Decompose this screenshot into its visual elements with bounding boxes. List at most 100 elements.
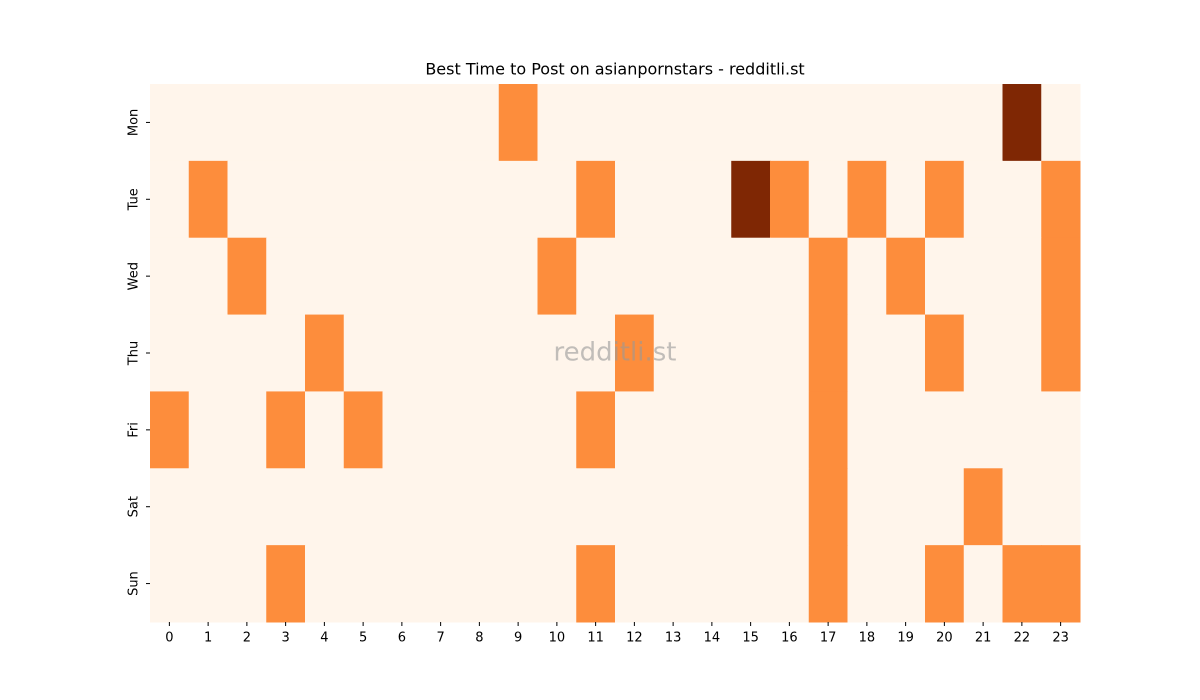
heatmap-cell xyxy=(188,391,228,469)
heatmap-cell xyxy=(692,391,732,469)
heatmap-cell xyxy=(498,237,538,316)
heatmap-cell xyxy=(925,391,965,469)
heatmap-cell xyxy=(653,314,693,392)
heatmap-cell xyxy=(537,391,577,469)
heatmap-cell xyxy=(498,468,538,546)
heatmap-cell xyxy=(963,391,1003,469)
heatmap-cell xyxy=(731,545,771,623)
y-tick-label: Sun xyxy=(127,571,142,596)
heatmap-cell xyxy=(576,237,616,316)
heatmap-cell xyxy=(847,84,887,162)
heatmap-cell xyxy=(266,160,306,239)
heatmap-cell xyxy=(382,545,422,623)
heatmap-cell xyxy=(770,391,810,469)
heatmap-cell xyxy=(808,84,848,162)
heatmap-cell xyxy=(460,468,500,546)
heatmap-cell xyxy=(188,314,228,392)
heatmap-cell xyxy=(615,314,655,392)
x-tick-label: 15 xyxy=(742,631,759,646)
heatmap-cell xyxy=(731,468,771,546)
heatmap-cell xyxy=(770,314,810,392)
heatmap-cell xyxy=(498,545,538,623)
heatmap-cell xyxy=(227,237,267,316)
heatmap-cell xyxy=(498,391,538,469)
heatmap-cell xyxy=(1041,237,1081,316)
heatmap-cell xyxy=(150,237,190,316)
heatmap-cell xyxy=(1041,391,1081,469)
heatmap-cell xyxy=(886,314,926,392)
x-tick-label: 2 xyxy=(243,631,251,646)
heatmap-cell xyxy=(963,237,1003,316)
heatmap-cell xyxy=(692,84,732,162)
heatmap-cell xyxy=(537,545,577,623)
heatmap-cell xyxy=(305,84,345,162)
heatmap-cell xyxy=(382,391,422,469)
heatmap-cell xyxy=(692,468,732,546)
heatmap-cell xyxy=(188,160,228,239)
x-tick-label: 5 xyxy=(359,631,367,646)
x-tick-label: 20 xyxy=(936,631,953,646)
heatmap-cell xyxy=(808,545,848,623)
x-tick-label: 6 xyxy=(398,631,406,646)
x-tick-label: 22 xyxy=(1014,631,1031,646)
x-tick-label: 0 xyxy=(165,631,173,646)
heatmap-cell xyxy=(925,160,965,239)
heatmap-cell xyxy=(847,160,887,239)
heatmap-cell xyxy=(460,314,500,392)
x-tick-label: 14 xyxy=(704,631,721,646)
heatmap-cell xyxy=(770,545,810,623)
heatmap-cell xyxy=(227,84,267,162)
heatmap-cell xyxy=(653,84,693,162)
heatmap-cell xyxy=(227,160,267,239)
heatmap-cell xyxy=(1002,545,1042,623)
heatmap-cell xyxy=(188,545,228,623)
heatmap-cell xyxy=(150,160,190,239)
heatmap-cell xyxy=(343,468,383,546)
heatmap-cell xyxy=(615,84,655,162)
heatmap-cell xyxy=(266,468,306,546)
x-tick-label: 18 xyxy=(859,631,876,646)
y-tick-label: Thu xyxy=(127,341,142,366)
heatmap-cell xyxy=(963,160,1003,239)
heatmap-cell xyxy=(188,84,228,162)
heatmap-cell xyxy=(421,468,461,546)
heatmap-cell xyxy=(188,237,228,316)
y-tick-label: Wed xyxy=(127,262,142,290)
heatmap-cell xyxy=(343,314,383,392)
heatmap-cell xyxy=(150,84,190,162)
heatmap-cell xyxy=(150,545,190,623)
heatmap-cell xyxy=(460,237,500,316)
heatmap-cell xyxy=(382,84,422,162)
heatmap-cell xyxy=(770,468,810,546)
x-tick-label: 21 xyxy=(975,631,992,646)
heatmap-cell xyxy=(188,468,228,546)
heatmap-cell xyxy=(731,314,771,392)
heatmap-cell xyxy=(343,84,383,162)
heatmap-cell xyxy=(808,314,848,392)
heatmap-cell xyxy=(498,160,538,239)
heatmap-cell xyxy=(421,237,461,316)
heatmap-cell xyxy=(227,468,267,546)
heatmap-cell xyxy=(1041,160,1081,239)
y-tick-label: Tue xyxy=(127,188,142,211)
heatmap-cell xyxy=(305,391,345,469)
heatmap-cell xyxy=(1002,84,1042,162)
heatmap-cell xyxy=(1002,237,1042,316)
heatmap-cell xyxy=(460,84,500,162)
x-tick-label: 12 xyxy=(626,631,643,646)
heatmap-cell xyxy=(653,468,693,546)
heatmap-cell xyxy=(1002,391,1042,469)
x-tick-label: 17 xyxy=(820,631,837,646)
heatmap-cell xyxy=(770,84,810,162)
x-tick-label: 11 xyxy=(587,631,604,646)
heatmap-cell xyxy=(653,545,693,623)
heatmap-cell xyxy=(343,160,383,239)
heatmap-cell xyxy=(615,545,655,623)
heatmap-cell xyxy=(615,468,655,546)
heatmap-cell xyxy=(886,391,926,469)
x-tick-label: 1 xyxy=(204,631,212,646)
heatmap-cell xyxy=(382,468,422,546)
heatmap-cells xyxy=(150,84,1081,623)
heatmap-cell xyxy=(537,468,577,546)
heatmap-cell xyxy=(421,84,461,162)
